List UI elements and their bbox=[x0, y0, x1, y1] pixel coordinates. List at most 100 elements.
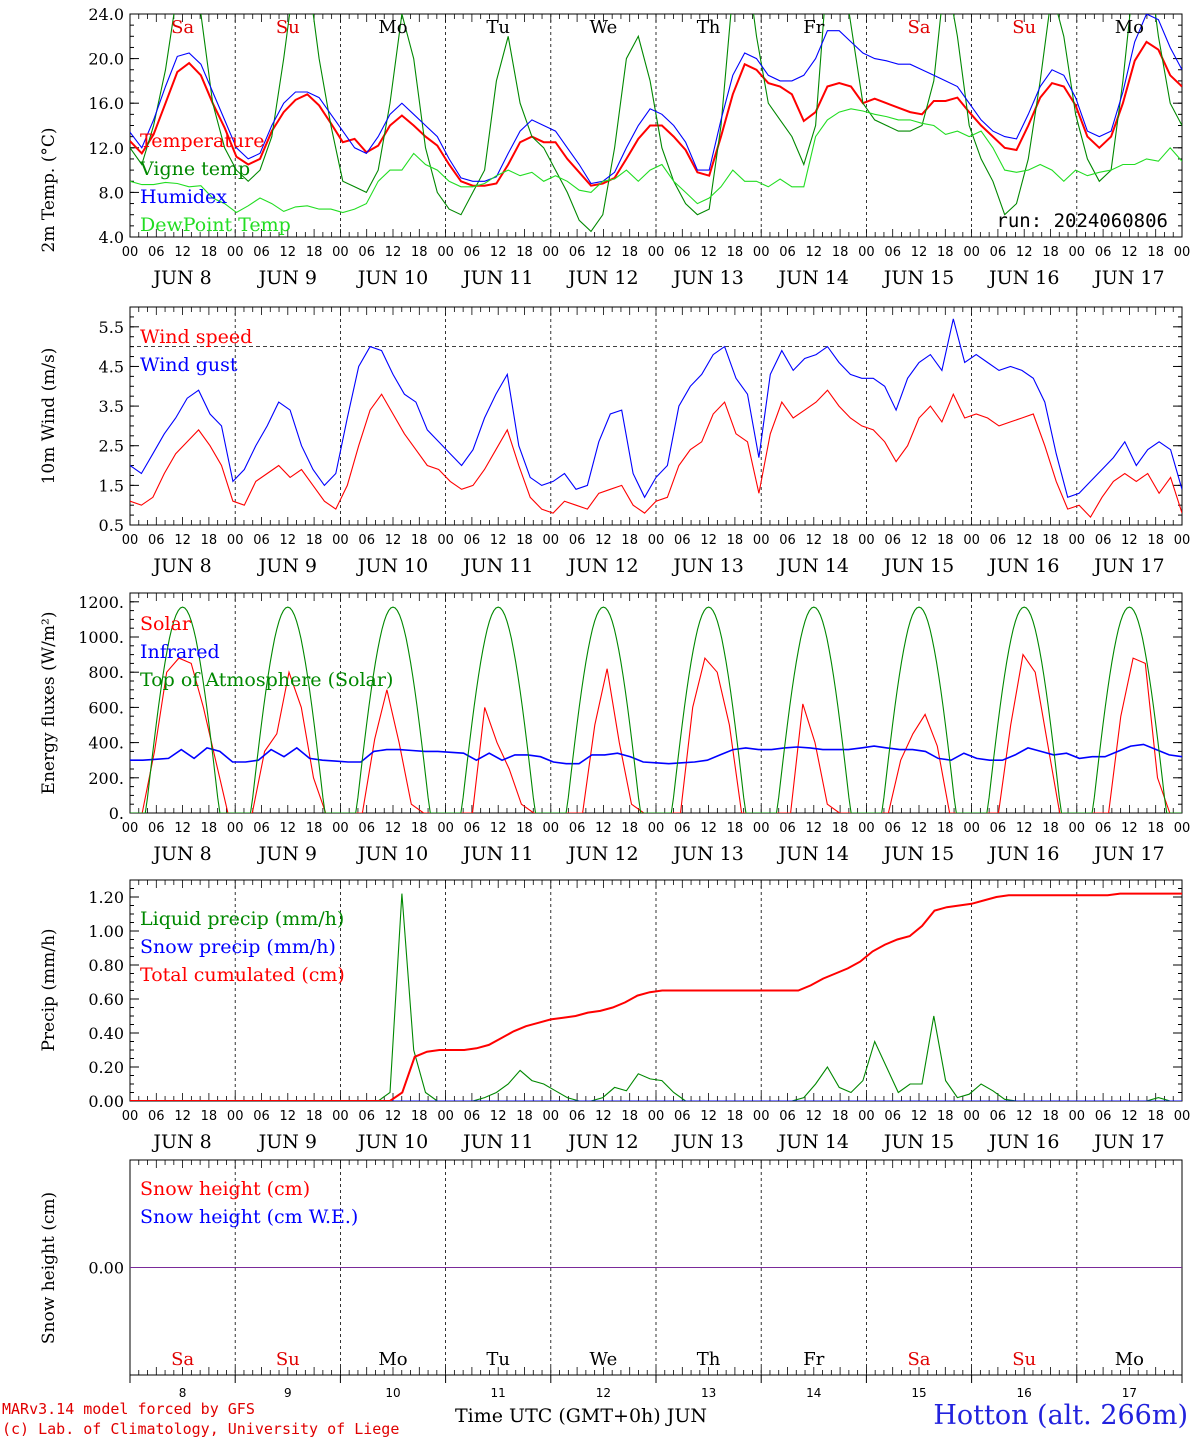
panel-temp bbox=[129, 13, 1183, 238]
hour-tick-label: 18 bbox=[306, 245, 323, 260]
hour-tick-label: 18 bbox=[937, 533, 954, 548]
hour-tick-label: 00 bbox=[1069, 1109, 1086, 1124]
day-label: JUN 9 bbox=[257, 1131, 317, 1153]
weekday-label: Fr bbox=[803, 1349, 824, 1370]
y-tick-label: 1.20 bbox=[88, 888, 124, 907]
y-tick-label: 400. bbox=[88, 734, 124, 753]
hour-tick-label: 18 bbox=[306, 1109, 323, 1124]
y-tick-label: 1200. bbox=[78, 593, 124, 612]
y-tick-label: 24.0 bbox=[88, 5, 124, 24]
hour-tick-label: 12 bbox=[490, 1109, 507, 1124]
hour-tick-label: 00 bbox=[227, 245, 244, 260]
legend-entry: Top of Atmosphere (Solar) bbox=[140, 669, 393, 691]
hour-tick-label: 06 bbox=[674, 1109, 691, 1124]
day-label: JUN 15 bbox=[882, 267, 954, 289]
hour-tick-label: 00 bbox=[332, 1109, 349, 1124]
y-tick-label: 600. bbox=[88, 698, 124, 717]
hour-tick-label: 18 bbox=[832, 821, 849, 836]
weekday-label: We bbox=[590, 17, 618, 38]
series-line-solar bbox=[130, 653, 1182, 813]
hour-tick-label: 12 bbox=[1016, 821, 1033, 836]
hour-tick-label: 18 bbox=[1042, 821, 1059, 836]
series-line-vigne-temp bbox=[130, 14, 1182, 233]
weekday-label: Th bbox=[697, 1349, 721, 1370]
hour-tick-label: 00 bbox=[122, 1109, 139, 1124]
hour-tick-label: 00 bbox=[227, 533, 244, 548]
hour-tick-label: 12 bbox=[385, 533, 402, 548]
weekday-label: We bbox=[590, 1349, 618, 1370]
y-axis-label: 10m Wind (m/s) bbox=[39, 348, 59, 485]
hour-tick-label: 06 bbox=[464, 821, 481, 836]
hour-tick-label: 12 bbox=[385, 245, 402, 260]
hour-tick-label: 18 bbox=[937, 1109, 954, 1124]
hour-tick-label: 12 bbox=[280, 821, 297, 836]
y-axis-label: Precip (mm/h) bbox=[39, 928, 59, 1051]
hour-tick-label: 06 bbox=[464, 533, 481, 548]
day-label: JUN 15 bbox=[882, 843, 954, 865]
hour-tick-label: 12 bbox=[911, 1109, 928, 1124]
hour-tick-label: 00 bbox=[1069, 821, 1086, 836]
hour-tick-label: 00 bbox=[648, 821, 665, 836]
hour-tick-label: 18 bbox=[201, 821, 218, 836]
day-label: JUN 17 bbox=[1092, 1131, 1164, 1153]
day-number-label: 11 bbox=[491, 1386, 506, 1400]
weekday-label: Sa bbox=[907, 17, 930, 38]
hour-tick-label: 18 bbox=[937, 245, 954, 260]
day-label: JUN 16 bbox=[987, 1131, 1059, 1153]
hour-tick-label: 00 bbox=[122, 821, 139, 836]
day-label: JUN 9 bbox=[257, 555, 317, 577]
station-name: Hotton (alt. 266m) bbox=[933, 1400, 1188, 1431]
day-number-label: 13 bbox=[701, 1386, 716, 1400]
day-label: JUN 17 bbox=[1092, 267, 1164, 289]
hour-tick-label: 18 bbox=[201, 245, 218, 260]
legend-entry: Wind speed bbox=[140, 326, 252, 348]
hour-tick-label: 12 bbox=[806, 1109, 823, 1124]
hour-tick-label: 12 bbox=[1016, 245, 1033, 260]
y-tick-label: 12.0 bbox=[88, 139, 124, 158]
hour-tick-label: 06 bbox=[358, 821, 375, 836]
weekday-label: Sa bbox=[907, 1349, 930, 1370]
series-line-total-cumulated-cm bbox=[130, 892, 1182, 1101]
hour-tick-label: 12 bbox=[700, 1109, 717, 1124]
time-axis-label: Time UTC (GMT+0h) JUN bbox=[455, 1405, 707, 1427]
hour-tick-label: 00 bbox=[332, 245, 349, 260]
weekday-label: Su bbox=[276, 1349, 300, 1370]
weekday-label: Fr bbox=[803, 17, 824, 38]
y-tick-label: 0.5 bbox=[99, 516, 124, 535]
hour-tick-label: 06 bbox=[884, 821, 901, 836]
day-label: JUN 13 bbox=[671, 1131, 743, 1153]
hour-tick-label: 06 bbox=[674, 245, 691, 260]
hour-tick-label: 00 bbox=[648, 245, 665, 260]
hour-tick-label: 06 bbox=[990, 245, 1007, 260]
hour-tick-label: 18 bbox=[516, 533, 533, 548]
hour-tick-label: 12 bbox=[911, 821, 928, 836]
day-label: JUN 14 bbox=[777, 1131, 849, 1153]
hour-tick-label: 18 bbox=[201, 1109, 218, 1124]
weekday-label: Th bbox=[697, 17, 721, 38]
hour-tick-label: 18 bbox=[621, 1109, 638, 1124]
hour-tick-label: 18 bbox=[516, 821, 533, 836]
day-number-label: 9 bbox=[284, 1386, 292, 1400]
hour-tick-label: 06 bbox=[884, 533, 901, 548]
hour-tick-label: 18 bbox=[411, 1109, 428, 1124]
y-tick-label: 4.0 bbox=[99, 228, 124, 247]
day-label: JUN 17 bbox=[1092, 555, 1164, 577]
hour-tick-label: 18 bbox=[621, 245, 638, 260]
hour-tick-label: 00 bbox=[963, 1109, 980, 1124]
hour-tick-label: 12 bbox=[280, 533, 297, 548]
hour-tick-label: 12 bbox=[911, 245, 928, 260]
hour-tick-label: 06 bbox=[358, 1109, 375, 1124]
hour-tick-label: 06 bbox=[990, 821, 1007, 836]
hour-tick-label: 18 bbox=[1042, 1109, 1059, 1124]
hour-tick-label: 12 bbox=[1121, 1109, 1138, 1124]
y-tick-label: 16.0 bbox=[88, 94, 124, 113]
hour-tick-label: 12 bbox=[174, 1109, 191, 1124]
hour-tick-label: 12 bbox=[700, 821, 717, 836]
series-line-dewpoint-temp bbox=[130, 108, 1182, 214]
hour-tick-label: 06 bbox=[253, 245, 270, 260]
hour-tick-label: 00 bbox=[543, 821, 560, 836]
hour-tick-label: 12 bbox=[595, 821, 612, 836]
hour-tick-label: 06 bbox=[253, 821, 270, 836]
hour-tick-label: 12 bbox=[806, 821, 823, 836]
